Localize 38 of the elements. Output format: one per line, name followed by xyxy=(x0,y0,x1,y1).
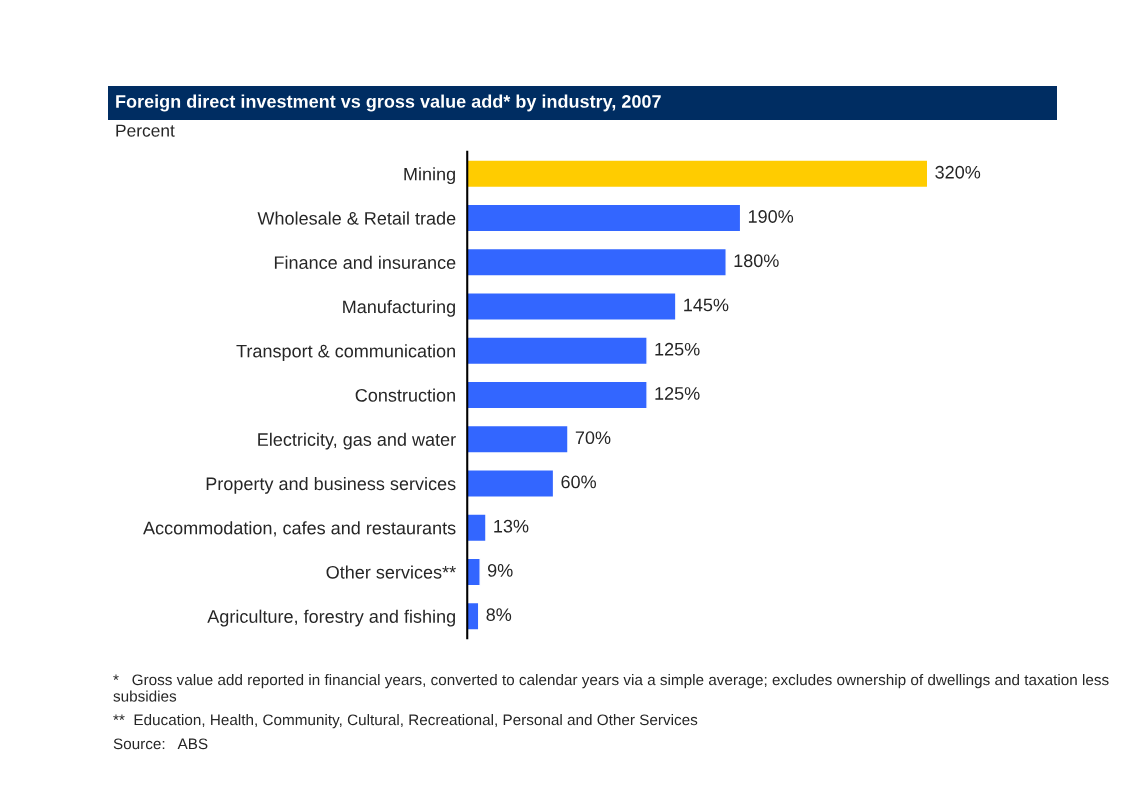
bar xyxy=(467,159,929,189)
bar xyxy=(467,247,727,277)
data-label: 60% xyxy=(561,475,597,489)
data-label: 13% xyxy=(494,519,529,533)
data-label: 70% xyxy=(575,431,611,445)
data-label: 8% xyxy=(486,608,512,622)
text: * Gross value add reported in financial years, converted to calendar years via a simple average; excludes ownership of dwellings and taxation less subsidies xyxy=(113,674,1109,702)
bar xyxy=(467,601,480,631)
chart-title: Foreign direct investment vs gross value add* by industry, 2007 xyxy=(116,94,661,112)
data-label: 320% xyxy=(935,165,981,179)
bar xyxy=(467,336,648,366)
bar xyxy=(467,380,648,410)
bar xyxy=(467,469,555,498)
text: Percent xyxy=(116,124,175,137)
y-tick-label: Manufacturing xyxy=(343,299,455,317)
bar xyxy=(467,424,569,454)
y-tick-label: Other services** xyxy=(326,565,456,579)
data-label: 180% xyxy=(734,254,779,268)
y-tick-label: Finance and insurance xyxy=(274,255,456,269)
data-label: 125% xyxy=(655,342,700,356)
y-tick-label: Electricity, gas and water xyxy=(258,432,456,450)
source-note: Source: ABS xyxy=(113,738,208,750)
y-tick-label: Accommodation, cafes and restaurants xyxy=(143,521,456,537)
y-tick-label: Construction xyxy=(355,388,455,402)
data-label: 125% xyxy=(655,387,700,400)
bar xyxy=(467,292,677,321)
y-tick-label: Agriculture, forestry and fishing xyxy=(207,609,455,627)
y-tick-label: Transport & communication xyxy=(236,344,455,362)
data-label: 145% xyxy=(684,298,729,312)
text: ** Education, Health, Community, Cultural, Recreational, Personal and Other Services xyxy=(113,714,698,729)
y-tick-label: Property and business services xyxy=(206,476,456,494)
data-label: 190% xyxy=(748,210,794,223)
bar xyxy=(467,203,742,233)
bar xyxy=(467,557,481,587)
bar xyxy=(467,513,487,543)
y-tick-label: Mining xyxy=(404,167,455,185)
y-tick-label: Wholesale & Retail trade xyxy=(257,211,456,225)
data-label: 9% xyxy=(487,564,513,577)
